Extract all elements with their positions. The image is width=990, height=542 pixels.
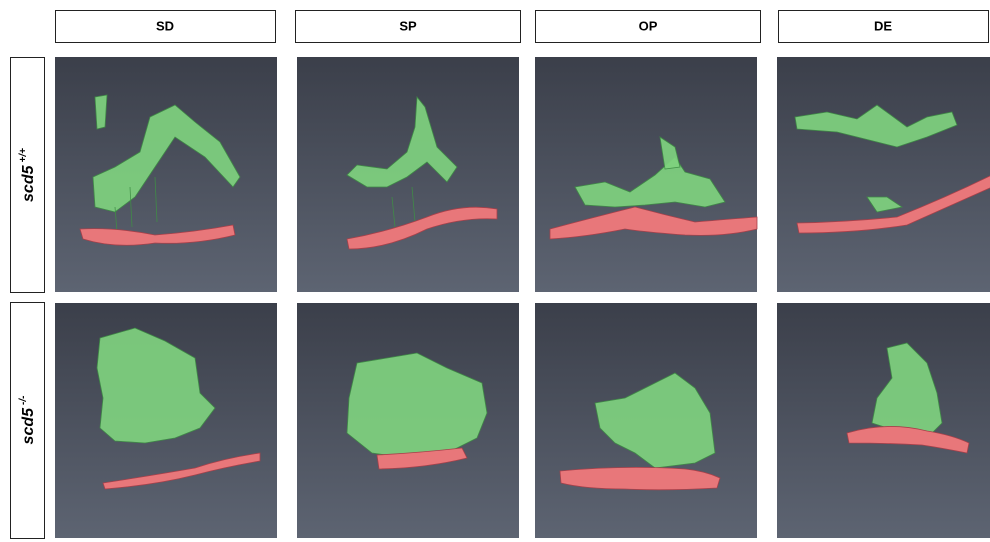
rendering-panel [55,57,277,292]
column-header: OP [639,18,658,33]
rendering-panel [777,57,990,292]
figure: SD SP OP DE scd5+/+ scd5-/- [0,0,990,542]
gene-name: scd5 [20,407,37,445]
genotype: +/+ [18,148,29,163]
rendering-panel [535,57,757,292]
rendering-panel [297,57,519,292]
rendering-panel [535,303,757,538]
column-header: SD [156,18,174,33]
gene-name: scd5 [20,164,37,202]
column-header: DE [874,18,892,33]
column-header: SP [399,18,417,33]
rendering-panel [777,303,990,538]
genotype: -/- [18,395,29,405]
rendering-panel [55,303,277,538]
rendering-panel [297,303,519,538]
